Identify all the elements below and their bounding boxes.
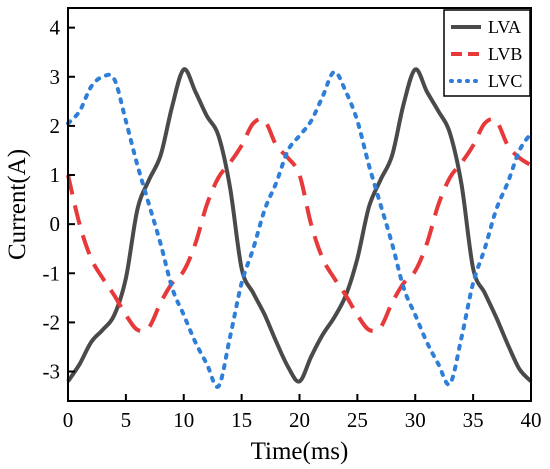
x-tick-label: 0 xyxy=(63,408,74,432)
legend-label-lva: LVA xyxy=(488,17,521,37)
x-tick-label: 30 xyxy=(405,408,426,432)
x-axis-label: Time(ms) xyxy=(251,438,349,465)
x-tick-label: 25 xyxy=(347,408,368,432)
x-tick-label: 35 xyxy=(463,408,484,432)
series-line-lvb xyxy=(66,117,533,334)
y-tick-label: -3 xyxy=(43,360,61,384)
x-tick-label: 5 xyxy=(121,408,132,432)
x-tick-label: 40 xyxy=(521,408,542,432)
y-tick-label: -2 xyxy=(43,310,61,334)
y-tick-label: 2 xyxy=(50,114,61,138)
x-tick-label: 15 xyxy=(231,408,252,432)
legend-label-lvb: LVB xyxy=(488,44,522,64)
x-tick-label: 10 xyxy=(173,408,194,432)
y-axis-label: Current(A) xyxy=(4,149,31,260)
x-tick-label: 20 xyxy=(289,408,310,432)
series-layer xyxy=(66,67,533,389)
y-tick-label: 1 xyxy=(50,163,61,187)
y-tick-label: 4 xyxy=(50,16,61,40)
series-line-lvc xyxy=(66,69,533,389)
ticks-layer: 0 5 10 15 20 25 30 35 40 -3 -2 -1 0 1 2 3 4 xyxy=(43,16,542,432)
y-tick-label: -1 xyxy=(43,261,61,285)
y-tick-label: 0 xyxy=(50,212,61,236)
y-tick-label: 3 xyxy=(50,65,61,89)
series-line-lva xyxy=(66,67,533,384)
legend: LVA LVB LVC xyxy=(443,9,531,97)
legend-label-lvc: LVC xyxy=(488,71,522,91)
